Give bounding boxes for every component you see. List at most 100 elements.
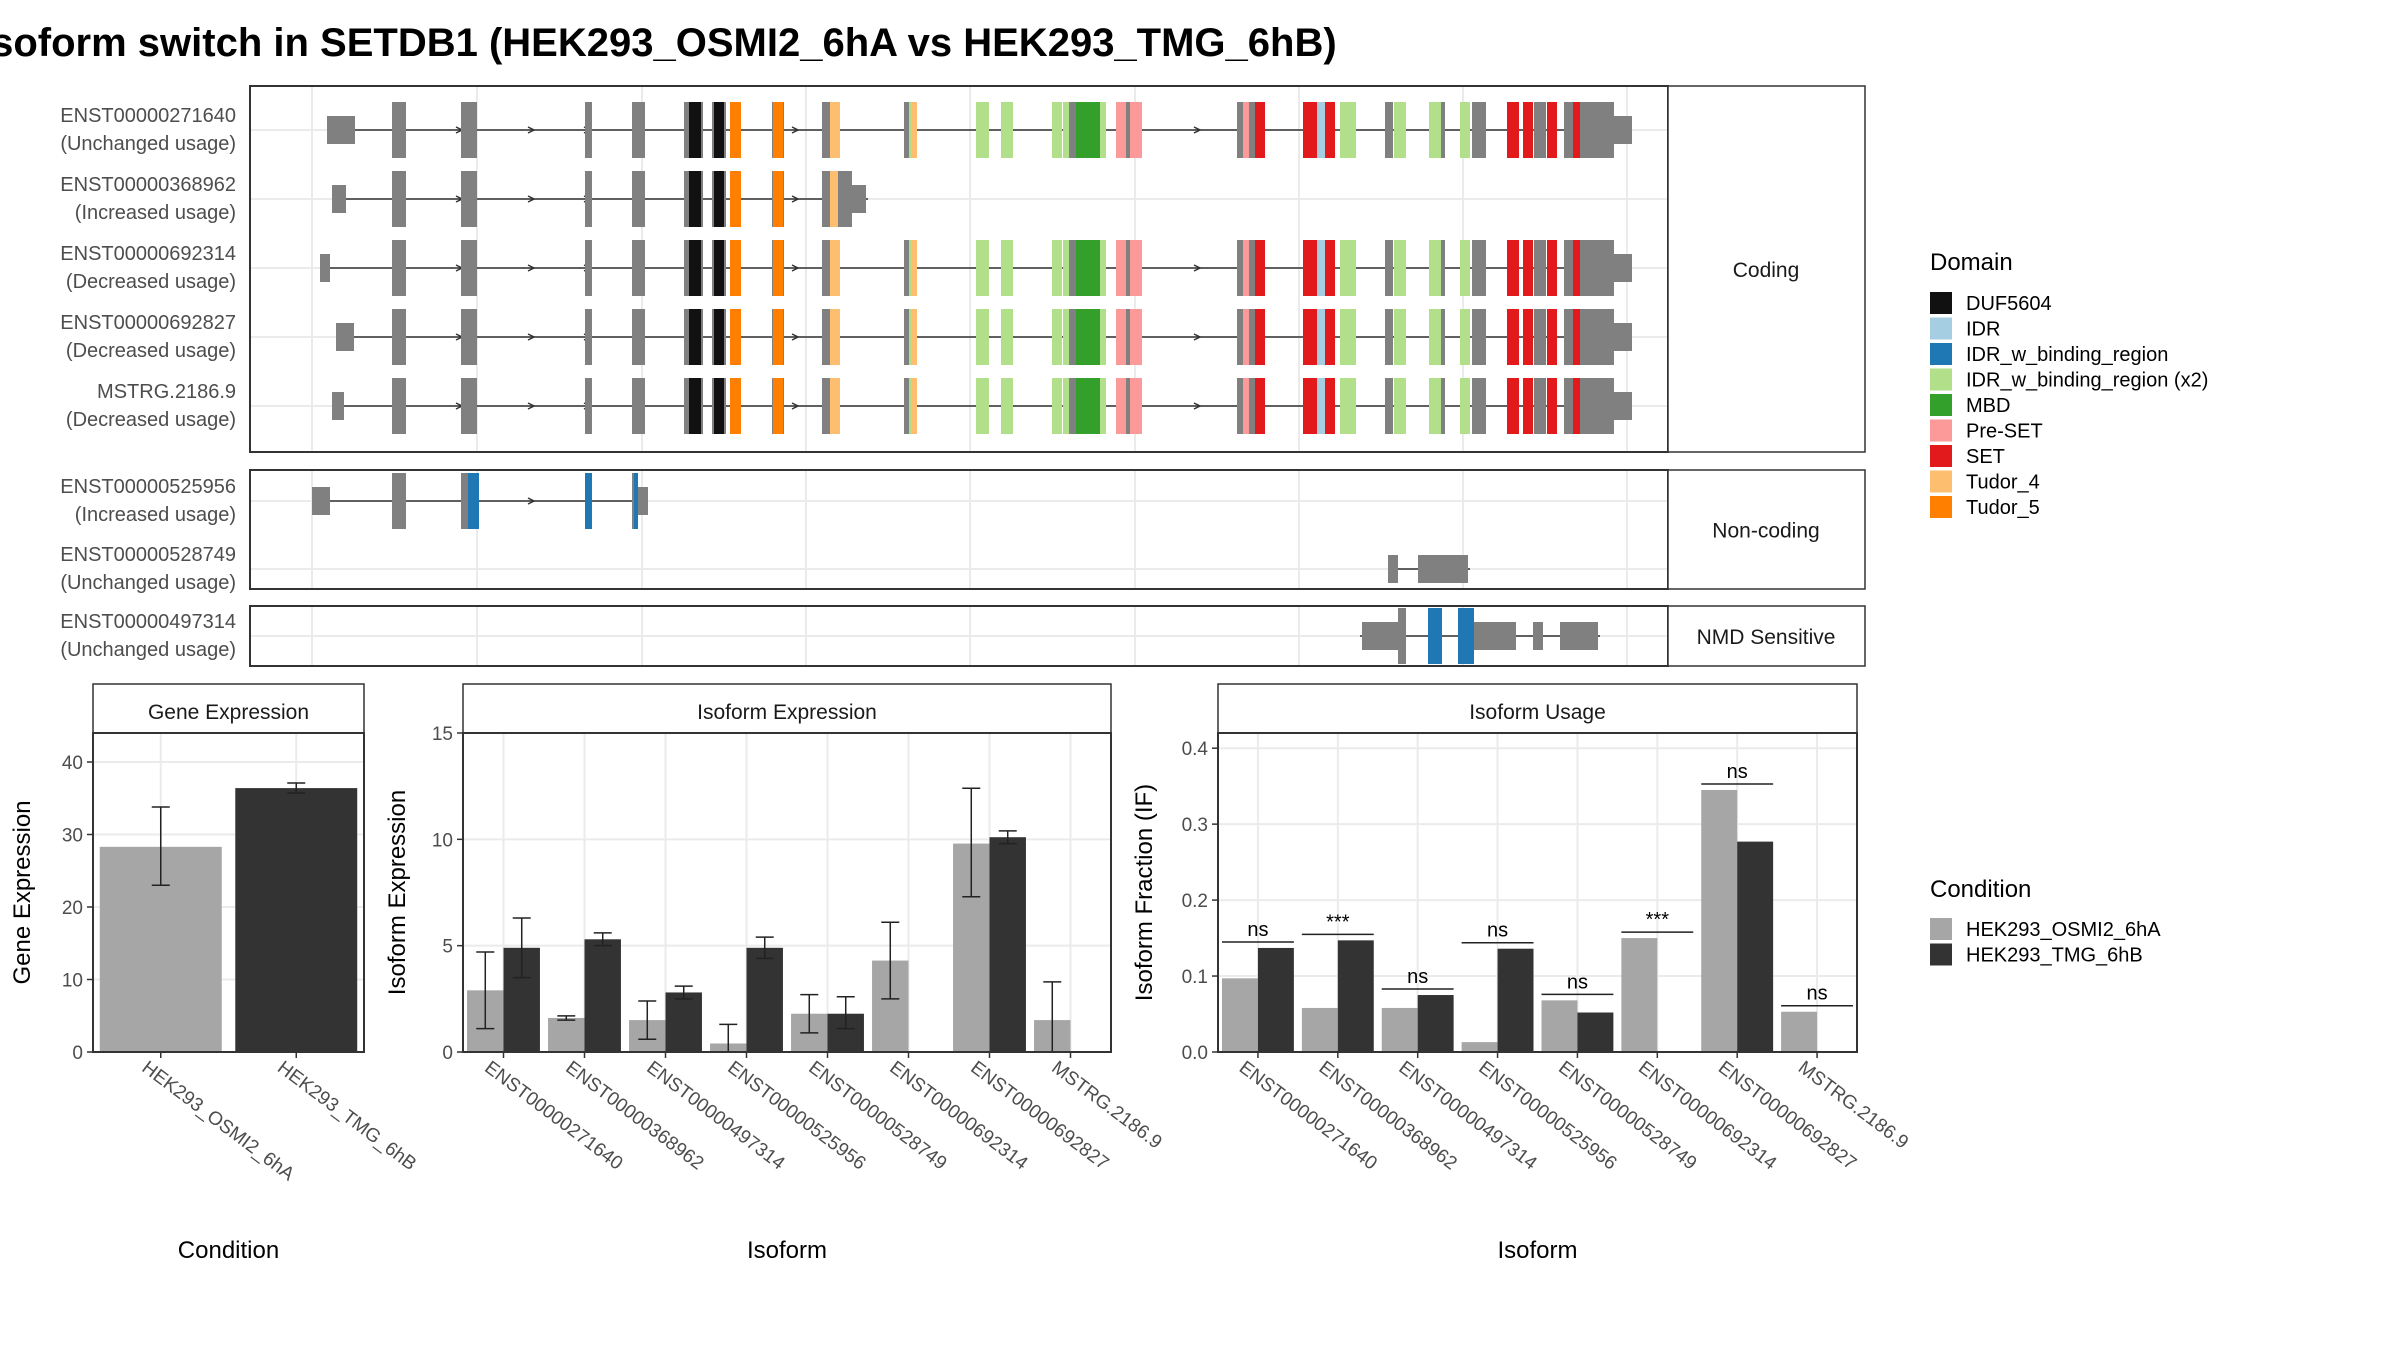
domain-block: [1116, 102, 1126, 158]
x-tick-label: ENST00000528749: [1554, 1057, 1700, 1174]
condition-legend-label: HEK293_OSMI2_6hA: [1966, 919, 2161, 941]
exon: [1388, 555, 1398, 583]
domain-block: [714, 309, 724, 365]
x-tick-label: ENST00000525956: [723, 1057, 869, 1174]
bar: [746, 947, 783, 1052]
domain-block: [1100, 378, 1106, 434]
domain-legend-label: IDR: [1966, 319, 2000, 341]
domain-legend-label: Tudor_4: [1966, 472, 2040, 494]
exon: [1580, 309, 1608, 365]
domain-legend-label: IDR_w_binding_region: [1966, 344, 2168, 366]
significance-label: ns: [1247, 919, 1268, 941]
exon: [392, 171, 406, 227]
bar: [1221, 978, 1258, 1052]
isoform-id-label: ENST00000525956: [60, 476, 236, 498]
strand-arrow: [791, 195, 800, 203]
bar: [1621, 938, 1658, 1052]
condition-legend-swatch: [1930, 918, 1952, 940]
x-tick-label: ENST00000692827: [966, 1057, 1112, 1174]
y-tick-label: 20: [62, 898, 83, 919]
domain-block: [585, 473, 592, 529]
isoform-structure-panel: Coding Non-coding NMD Sensitive ENST0000027…: [60, 85, 1866, 667]
significance-label: ns: [1807, 983, 1828, 1005]
domain-block: [1394, 378, 1406, 434]
exon: [1580, 240, 1608, 296]
domain-block: [1340, 240, 1356, 296]
panel-title: Gene Expression: [148, 701, 309, 724]
y-tick-label: 0.4: [1182, 739, 1209, 760]
domain-legend-swatch: [1930, 496, 1952, 518]
domain-legend-swatch: [1930, 445, 1952, 467]
domain-block: [912, 102, 917, 158]
domain-block: [1130, 102, 1142, 158]
x-tick-label: ENST00000497314: [642, 1057, 788, 1174]
domain-block: [689, 102, 701, 158]
x-axis-title: Isoform: [747, 1237, 827, 1264]
bar: [665, 992, 702, 1052]
isoform-usage-label: (Decreased usage): [66, 409, 236, 431]
exon: [1534, 102, 1546, 158]
panel-border: [1217, 732, 1858, 1053]
exon: [336, 323, 354, 351]
exon: [585, 171, 592, 227]
exon: [1385, 309, 1393, 365]
exon: [632, 378, 645, 434]
domain-legend-swatch: [1930, 292, 1952, 314]
exon: [632, 102, 645, 158]
exon: [684, 102, 691, 158]
domain-block: [1429, 378, 1441, 434]
domain-block: [1428, 608, 1442, 664]
significance-label: ns: [1567, 971, 1588, 993]
domain-block: [1001, 102, 1013, 158]
domain-block: [1507, 378, 1519, 434]
domain-block: [1317, 378, 1325, 434]
y-tick-label: 0.1: [1182, 967, 1208, 988]
exon: [312, 487, 330, 515]
y-tick-label: 0: [72, 1043, 83, 1064]
exon: [332, 185, 346, 213]
strand-arrow: [1193, 126, 1202, 134]
domain-block: [1052, 102, 1062, 158]
strand-arrow: [791, 402, 800, 410]
exon: [838, 171, 852, 227]
exon: [461, 240, 477, 296]
domain-block: [830, 171, 840, 227]
domain-block: [1001, 240, 1013, 296]
domain-block: [1547, 102, 1557, 158]
strand-arrow: [1193, 402, 1202, 410]
facet-strip: [1667, 605, 1866, 667]
y-axis-title: Isoform Fraction (IF): [1131, 784, 1158, 1001]
y-tick-label: 40: [62, 753, 83, 774]
domain-block: [912, 240, 917, 296]
exon: [852, 185, 866, 213]
x-axis-title: Isoform: [1497, 1237, 1577, 1264]
exon: [585, 102, 592, 158]
domain-block: [468, 473, 479, 529]
exon: [632, 171, 645, 227]
domain-legend-label: SET: [1966, 446, 2005, 468]
condition-legend-swatch: [1930, 943, 1952, 966]
x-axis-title: Condition: [178, 1237, 279, 1264]
domain-block: [1460, 378, 1470, 434]
domain-block: [976, 309, 989, 365]
legends: Domain DUF5604 IDR IDR_w_binding_region IDR_…: [1930, 249, 2208, 967]
domain-block: [1243, 102, 1249, 158]
isoform-usage-label: (Increased usage): [75, 202, 236, 224]
domain-block: [1523, 102, 1533, 158]
domain-block: [1255, 309, 1265, 365]
domain-block: [1243, 240, 1249, 296]
bar: [1417, 995, 1454, 1052]
exon: [1385, 240, 1393, 296]
y-tick-label: 0.3: [1182, 815, 1208, 836]
significance-label: ***: [1326, 911, 1350, 933]
domain-block: [1394, 240, 1406, 296]
y-tick-label: 0.2: [1182, 891, 1208, 912]
panel-strip: [92, 683, 365, 734]
x-tick-label: ENST00000528749: [804, 1057, 950, 1174]
strand-arrow: [527, 264, 536, 272]
domain-block: [1460, 240, 1470, 296]
domain-block: [1076, 102, 1100, 158]
exon: [392, 473, 406, 529]
domain-block: [909, 102, 912, 158]
